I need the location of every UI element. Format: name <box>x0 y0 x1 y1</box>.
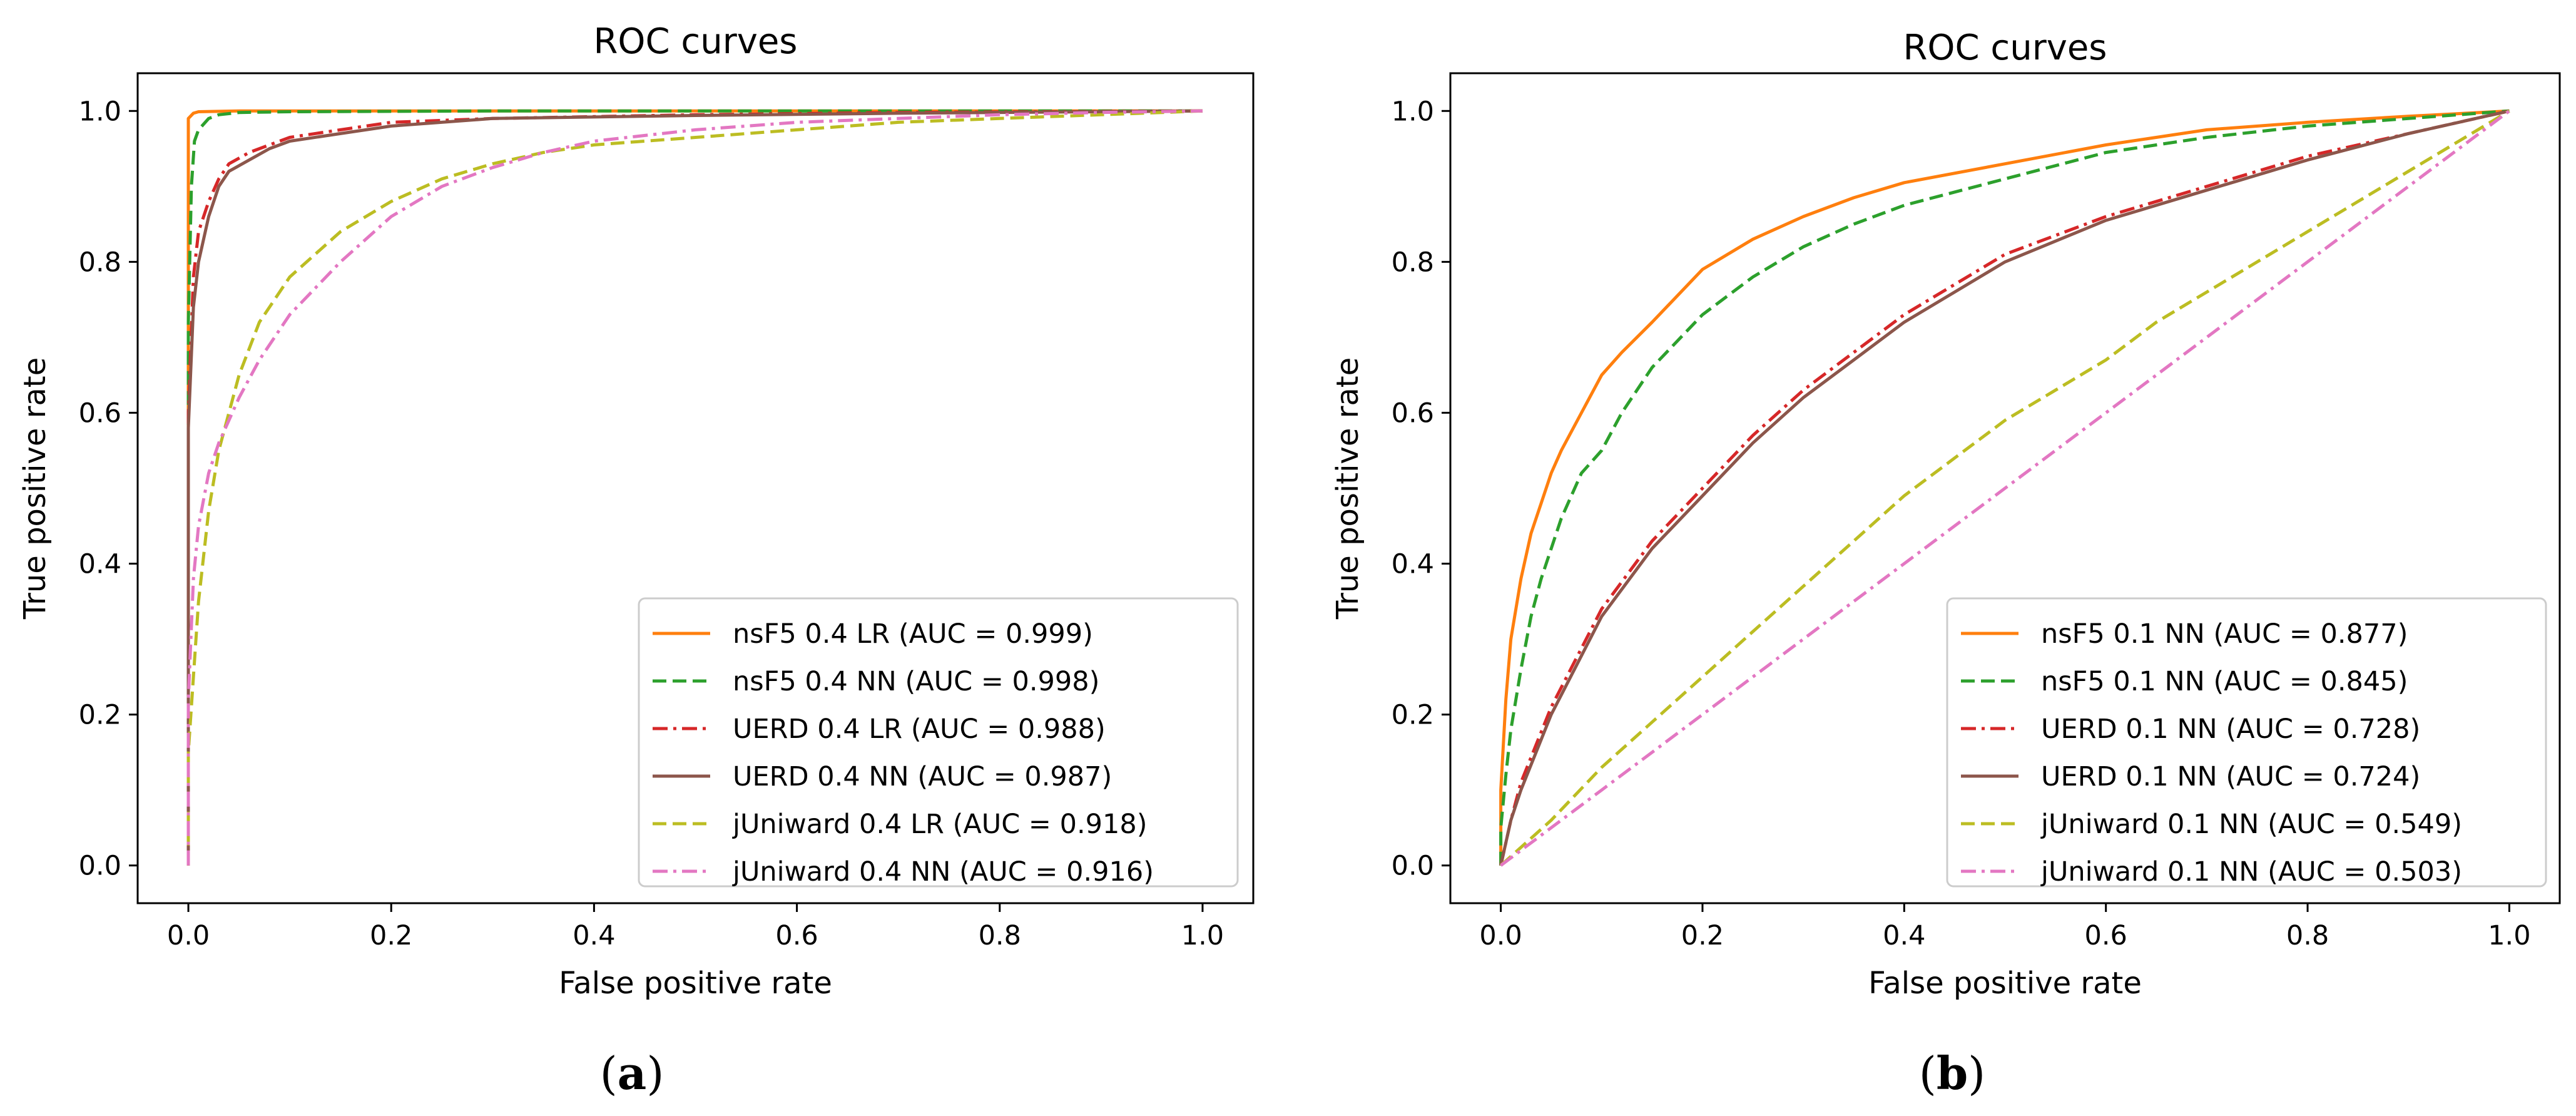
x-tick-label: 0.2 <box>1681 920 1724 951</box>
legend-label-6: jUniward 0.1 NN (AUC = 0.503) <box>2040 856 2462 888</box>
series-line-2 <box>186 109 1203 866</box>
y-tick-label: 1.0 <box>79 96 121 127</box>
y-tick-label: 0.4 <box>79 549 121 580</box>
x-tick-label: 1.0 <box>1181 920 1224 951</box>
panel-b: ROC curves 0.0 0.2 0.4 0.6 0.8 1.0 0.0 0.2 0.4 0.6… <box>1330 28 2561 1100</box>
legend-label-4: UERD 0.1 NN (AUC = 0.724) <box>2041 761 2420 792</box>
legend-box <box>1946 597 2547 888</box>
series-line-5 <box>1499 110 2510 867</box>
legend: nsF5 0.1 NN (AUC = 0.877) nsF5 0.1 NN (AU… <box>1946 597 2547 888</box>
series-line-3 <box>1499 109 2510 866</box>
x-tick-label: 0.4 <box>1883 920 1925 951</box>
legend-label-5: jUniward 0.4 LR (AUC = 0.918) <box>732 809 1148 840</box>
legend-box <box>638 597 1239 888</box>
y-tick-label: 0.6 <box>79 397 121 429</box>
x-tick-label: 0.8 <box>2286 920 2329 951</box>
y-tick-label: 1.0 <box>1392 96 1434 127</box>
panel-caption: (b) <box>1919 1047 1986 1100</box>
x-tick-label: 0.6 <box>2084 920 2127 951</box>
x-axis-label: False positive rate <box>559 966 832 1001</box>
series-line-4 <box>186 109 1203 866</box>
x-axis-label: False positive rate <box>1868 966 2142 1001</box>
series-line-4 <box>1499 109 2510 866</box>
legend: nsF5 0.4 LR (AUC = 0.999) nsF5 0.4 NN (AU… <box>638 597 1239 888</box>
legend-label-6: jUniward 0.4 NN (AUC = 0.916) <box>732 856 1154 888</box>
x-tick-label: 1.0 <box>2488 920 2530 951</box>
x-tick-label: 0.8 <box>979 920 1021 951</box>
series-line-6 <box>1500 110 2510 867</box>
plot-frame <box>136 72 1255 904</box>
legend-label-2: nsF5 0.1 NN (AUC = 0.845) <box>2041 666 2408 697</box>
x-tick-label: 0.2 <box>370 920 412 951</box>
series-group <box>186 109 1203 866</box>
y-tick-label: 0.8 <box>1392 247 1434 278</box>
y-tick-label: 0.0 <box>1392 851 1434 882</box>
plot-frame <box>1449 72 2561 904</box>
legend-label-4: UERD 0.4 NN (AUC = 0.987) <box>733 761 1112 792</box>
chart-title: ROC curves <box>594 21 798 62</box>
y-tick-label: 0.0 <box>79 851 121 882</box>
y-tick-label: 0.6 <box>1392 397 1434 429</box>
x-tick-label: 0.0 <box>1479 920 1522 951</box>
panel-caption: (a) <box>600 1047 664 1100</box>
x-tick-label: 0.0 <box>167 920 210 951</box>
legend-label-2: nsF5 0.4 NN (AUC = 0.998) <box>733 666 1099 697</box>
series-line-1 <box>1499 109 2510 866</box>
y-tick-label: 0.2 <box>1392 700 1434 731</box>
series-line-5 <box>186 109 1203 866</box>
legend-label-1: nsF5 0.4 LR (AUC = 0.999) <box>733 618 1093 650</box>
chart-title: ROC curves <box>1903 28 2107 68</box>
x-tick-label: 0.4 <box>573 920 615 951</box>
series-group <box>1499 109 2510 867</box>
legend-label-3: UERD 0.4 LR (AUC = 0.988) <box>733 714 1106 745</box>
y-tick-label: 0.4 <box>1392 549 1434 580</box>
y-tick-label: 0.2 <box>79 700 121 731</box>
series-line-2 <box>1499 109 2510 866</box>
series-line-6 <box>186 109 1203 866</box>
panel-a: ROC curves 0.0 0.2 0.4 0.6 0.8 1.0 0.0 0.2 0.4 0.6… <box>18 21 1255 1100</box>
x-tick-label: 0.6 <box>775 920 818 951</box>
legend-label-3: UERD 0.1 NN (AUC = 0.728) <box>2041 714 2420 745</box>
legend-label-5: jUniward 0.1 NN (AUC = 0.549) <box>2040 809 2462 840</box>
y-tick-label: 0.8 <box>79 247 121 278</box>
y-axis-label: True positive rate <box>1330 357 1365 620</box>
y-axis-label: True positive rate <box>18 357 53 620</box>
legend-label-1: nsF5 0.1 NN (AUC = 0.877) <box>2041 618 2408 650</box>
